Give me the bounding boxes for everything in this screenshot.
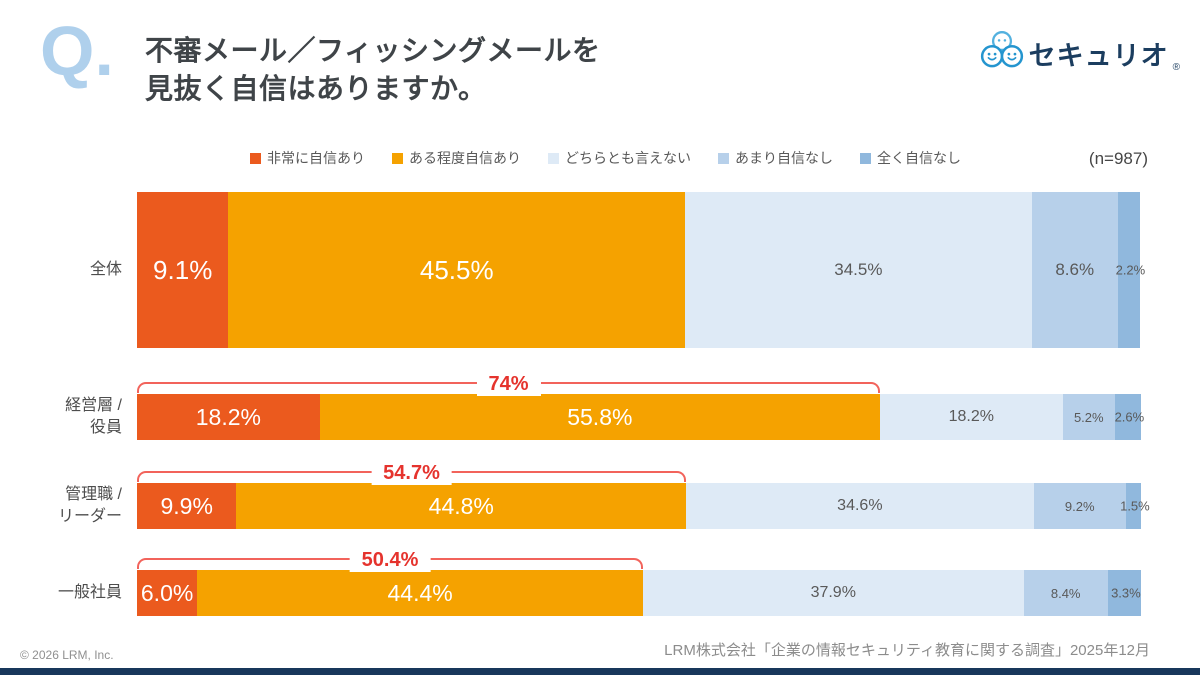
title-line-1: 不審メール／フィッシングメールを (145, 35, 601, 66)
segment-value-label: 3.3% (1111, 585, 1141, 601)
securio-logo-text: セキュリオ (1028, 41, 1169, 71)
bar-segment: 8.4% (1023, 570, 1108, 616)
category-label: 管理職 / リーダー (57, 486, 122, 525)
bar-segment: 55.8% (319, 394, 880, 440)
bar-segment: 18.2% (879, 394, 1063, 440)
legend-swatch-icon (860, 152, 871, 164)
segment-value-label: 6.0% (140, 579, 194, 606)
bar-segment: 9.1% (137, 192, 229, 348)
segment-value-label: 2.6% (1114, 409, 1145, 425)
bar-segment: 1.5% (1120, 483, 1150, 529)
legend-label: 非常に自信あり (267, 150, 365, 166)
segment-value-label: 1.5% (1120, 498, 1150, 514)
bar-segment: 9.2% (1033, 483, 1126, 529)
segment-value-label: 8.4% (1050, 585, 1081, 601)
bar-segment: 9.9% (137, 483, 237, 529)
legend-label: 全く自信なし (877, 150, 961, 166)
confidence-sum-bracket: 50.4% (137, 548, 643, 572)
bracket-percentage-label: 74% (476, 372, 541, 396)
segment-value-label: 18.2% (195, 403, 261, 430)
registered-mark: ® (1172, 62, 1180, 73)
stacked-bar-row: 9.9% 44.8% 34.6% 9.2% 1.5% (137, 483, 1150, 529)
legend-item: ある程度自信あり (392, 148, 521, 168)
category-label: 全体 (89, 261, 122, 279)
segment-value-label: 45.5% (419, 254, 494, 285)
segment-value-label: 2.2% (1115, 262, 1146, 278)
legend-item: どちらとも言えない (548, 148, 691, 168)
segment-value-label: 34.5% (834, 260, 883, 279)
segment-value-label: 8.6% (1055, 260, 1095, 279)
page-title: 不審メール／フィッシングメールを 見抜く自信はありますか。 (145, 32, 600, 108)
segment-value-label: 34.6% (837, 497, 883, 514)
legend-label: ある程度自信あり (409, 150, 521, 166)
confidence-sum-bracket: 74% (137, 372, 880, 396)
segment-value-label: 9.2% (1064, 498, 1095, 514)
segment-value-label: 5.2% (1073, 409, 1104, 425)
segment-value-label: 55.8% (567, 403, 633, 430)
segment-value-label: 18.2% (948, 408, 994, 425)
bar-segment: 45.5% (228, 192, 686, 348)
segment-value-label: 44.8% (428, 492, 494, 519)
bracket-percentage-label: 54.7% (371, 461, 452, 485)
bracket-percentage-label: 50.4% (349, 548, 431, 572)
source-citation: LRM株式会社「企業の情報セキュリティ教育に関する調査」2025年12月 (664, 642, 1150, 659)
bar-segment: 18.2% (137, 394, 320, 440)
confidence-sum-bracket: 54.7% (137, 461, 686, 485)
legend-swatch-icon (718, 152, 729, 164)
legend-label: どちらとも言えない (565, 150, 691, 166)
bar-segment: 2.6% (1115, 394, 1144, 440)
bar-segment: 5.2% (1062, 394, 1115, 440)
bar-segment: 44.8% (236, 483, 687, 529)
bar-segment: 44.4% (197, 570, 643, 616)
question-mark-label: Q. (40, 12, 114, 90)
segment-value-label: 9.1% (153, 254, 213, 285)
bar-segment: 37.9% (643, 570, 1024, 616)
segment-value-label: 44.4% (387, 579, 453, 606)
legend-item: あまり自信なし (718, 148, 833, 168)
bar-segment: 6.0% (137, 570, 198, 616)
segment-value-label: 9.9% (160, 492, 213, 519)
bar-segment: 3.3% (1107, 570, 1141, 616)
legend-swatch-icon (250, 152, 261, 164)
securio-logo: セキュリオ ® (979, 30, 1180, 77)
legend-swatch-icon (548, 152, 559, 164)
bar-segment: 34.5% (685, 192, 1032, 348)
sample-size-label: (n=987) (1088, 149, 1148, 168)
stacked-bar-row: 6.0% 44.4% 37.9% 8.4% 3.3% (137, 570, 1141, 616)
legend: 非常に自信あり ある程度自信あり どちらとも言えない あまり自信なし 全く自信なし (250, 148, 961, 168)
legend-item: 全く自信なし (860, 148, 961, 168)
category-label: 一般社員 (57, 584, 122, 602)
legend-swatch-icon (392, 152, 403, 164)
copyright-notice: © 2026 LRM, Inc. (20, 648, 114, 662)
bar-segment: 34.6% (686, 483, 1034, 529)
bar-segment: 2.2% (1116, 192, 1145, 348)
bottom-accent-bar (0, 668, 1200, 675)
legend-item: 非常に自信あり (250, 148, 365, 168)
securio-logo-faces-icon (979, 30, 1025, 77)
legend-label: あまり自信なし (735, 150, 833, 166)
segment-value-label: 37.9% (810, 584, 856, 601)
title-line-2: 見抜く自信はありますか。 (145, 73, 487, 105)
stacked-bar-row: 18.2% 55.8% 18.2% 5.2% 2.6% (137, 394, 1144, 440)
bar-segment: 8.6% (1031, 192, 1118, 348)
category-label: 経営層 / 役員 (65, 397, 122, 436)
stacked-bar-row: 9.1% 45.5% 34.5% 8.6% 2.2% (137, 192, 1145, 348)
